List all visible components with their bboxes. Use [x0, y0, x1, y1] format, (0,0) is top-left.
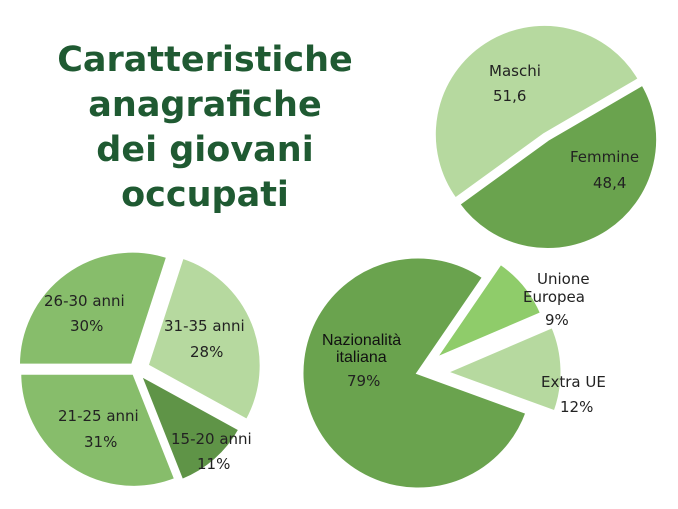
title-line-4: occupati: [121, 175, 289, 215]
slice-unione-europea: [430, 261, 544, 363]
title-line-3: dei giovani: [96, 130, 314, 170]
slice-maschi: [432, 22, 642, 202]
title-line-2: anagrafiche: [88, 85, 322, 125]
value-extra-ue: 12%: [560, 398, 593, 416]
value-maschi: 51,6: [493, 87, 526, 105]
value-femmine: 48,4: [593, 174, 626, 192]
nationality-pie: Nazionalità italiana 79% Unione Europea …: [300, 255, 606, 491]
slice-21-25: [18, 371, 178, 489]
value-26-30: 30%: [70, 317, 103, 335]
slice-15-20: [137, 371, 242, 483]
label-26-30: 26-30 anni: [44, 292, 125, 310]
label-femmine: Femmine: [570, 148, 639, 166]
value-21-25: 31%: [84, 433, 117, 451]
label-ue-line2: Europea: [523, 288, 585, 306]
label-31-35: 31-35 anni: [164, 317, 245, 335]
slice-extra-ue: [441, 324, 564, 414]
label-ue-line1: Unione: [537, 270, 590, 288]
label-15-20: 15-20 anni: [171, 430, 252, 448]
value-31-35: 28%: [190, 343, 223, 361]
label-extra-ue: Extra UE: [541, 373, 606, 391]
slice-31-35: [145, 255, 263, 423]
value-nazionalita: 79%: [347, 372, 380, 390]
slice-femmine: [456, 82, 660, 252]
slice-26-30: [16, 249, 170, 367]
value-ue: 9%: [545, 311, 569, 329]
slice-nazionalita-italiana: [300, 255, 529, 491]
value-15-20: 11%: [197, 455, 230, 473]
label-maschi: Maschi: [489, 62, 541, 80]
label-21-25: 21-25 anni: [58, 407, 139, 425]
page-title: Caratteristiche anagrafiche dei giovani …: [40, 38, 370, 218]
gender-pie: Maschi 51,6 Femmine 48,4: [432, 22, 660, 252]
label-nazionalita-line1: Nazionalità: [322, 332, 401, 349]
age-pie: 26-30 anni 30% 31-35 anni 28% 21-25 anni…: [16, 249, 263, 489]
label-nazionalita-line2: italiana: [336, 349, 387, 366]
title-line-1: Caratteristiche: [57, 40, 353, 80]
